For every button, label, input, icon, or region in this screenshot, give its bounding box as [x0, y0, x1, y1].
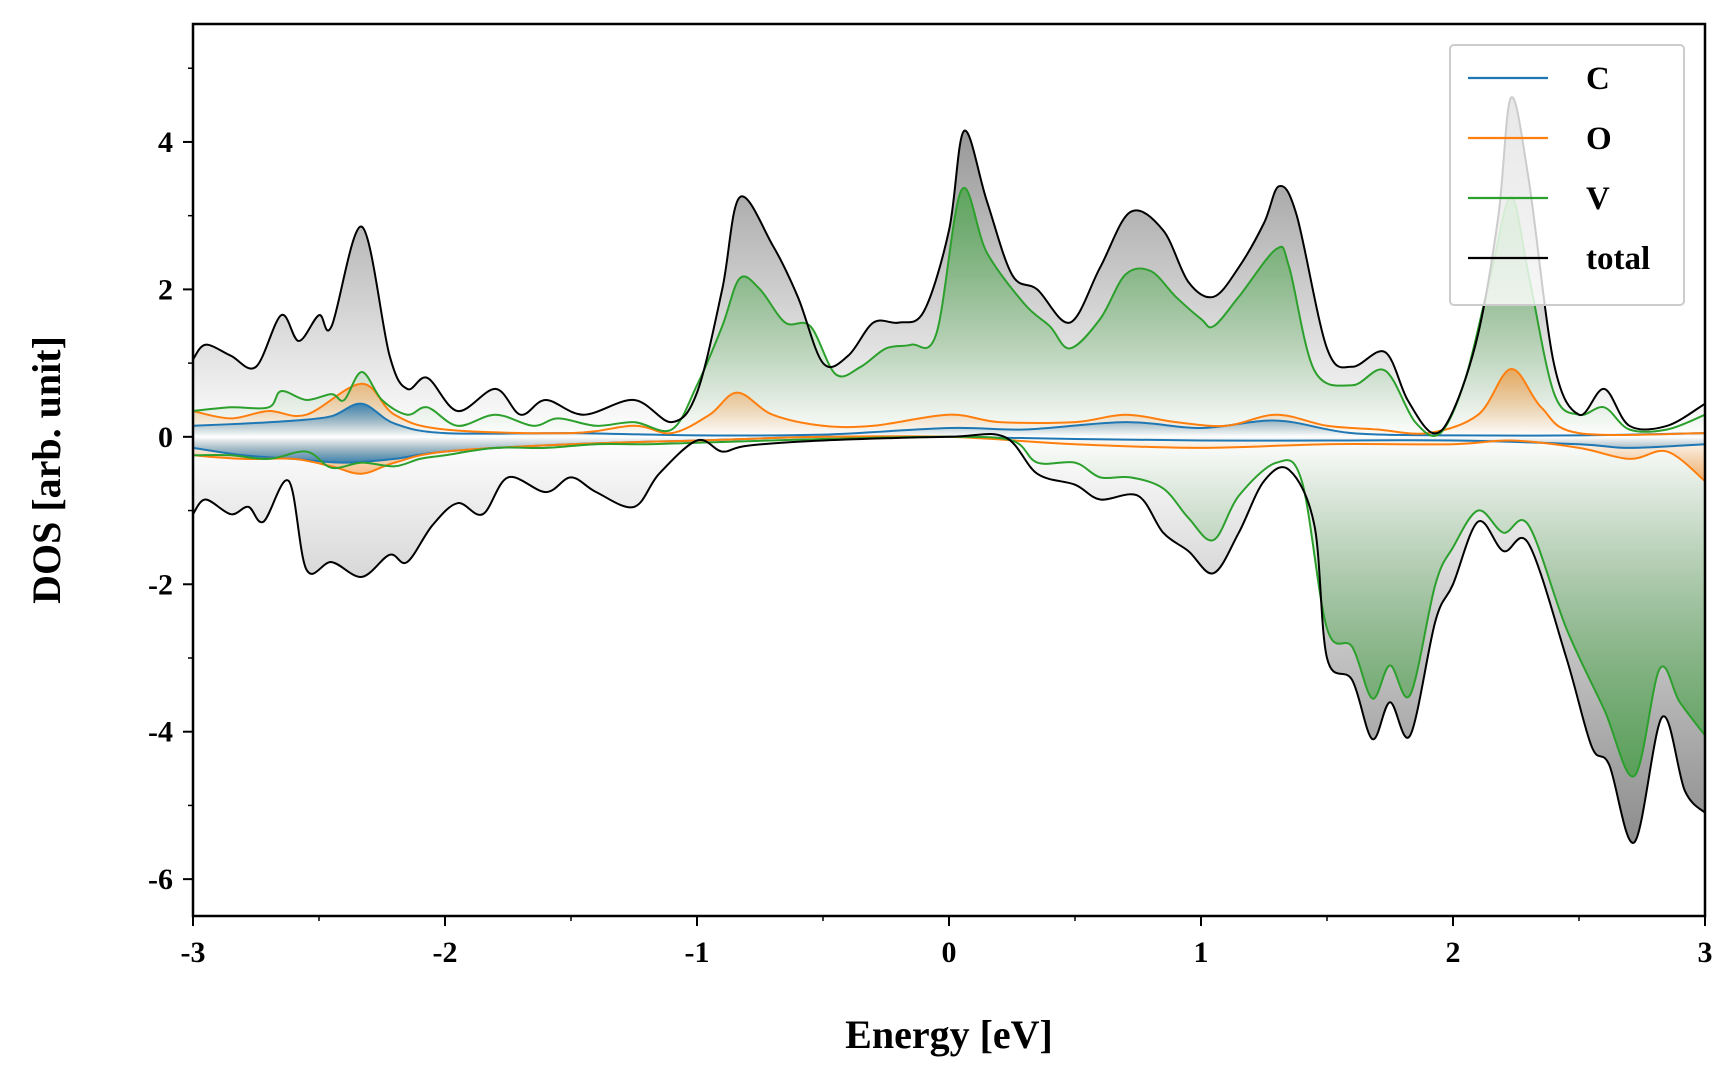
- x-axis-title: Energy [eV]: [845, 1012, 1053, 1057]
- y-tick-label: -6: [148, 863, 173, 896]
- y-tick-label: -4: [148, 716, 173, 749]
- axis-ticks: -3 -2 -1 0 1 2 3 -6 -4 -2 0 2 4: [148, 67, 1713, 969]
- legend-label: O: [1586, 121, 1612, 157]
- series-lines: [192, 96, 1706, 844]
- series-O-up-line: [192, 368, 1706, 437]
- series-total-down-line: [192, 432, 1706, 844]
- legend-label: C: [1586, 61, 1610, 97]
- legend-box: [1449, 44, 1685, 306]
- series-C-up-fill: [193, 403, 1705, 437]
- x-tick-label: -1: [685, 936, 710, 969]
- y-tick-label: 0: [158, 421, 173, 454]
- x-tick-label: -3: [181, 936, 206, 969]
- x-tick-label: 0: [942, 936, 957, 969]
- series-total-up-line: [192, 96, 1706, 435]
- legend-label: V: [1586, 181, 1610, 217]
- x-tick-label: 1: [1194, 936, 1209, 969]
- series-C-up-line: [192, 402, 1706, 437]
- y-tick-label: -2: [148, 568, 173, 601]
- series-C-down-fill: [193, 436, 1705, 463]
- y-tick-label: 2: [158, 273, 173, 306]
- x-tick-label: -2: [433, 936, 458, 969]
- y-tick-label: 4: [158, 126, 173, 159]
- series-fills: [193, 97, 1705, 843]
- series-V-down-line: [192, 435, 1706, 778]
- x-tick-label: 2: [1446, 936, 1461, 969]
- series-V-up-fill: [193, 187, 1705, 437]
- legend-label: total: [1586, 241, 1650, 277]
- x-tick-label: 3: [1698, 936, 1713, 969]
- y-axis-title: DOS [arb. unit]: [24, 336, 69, 604]
- series-V-down-fill: [193, 436, 1705, 777]
